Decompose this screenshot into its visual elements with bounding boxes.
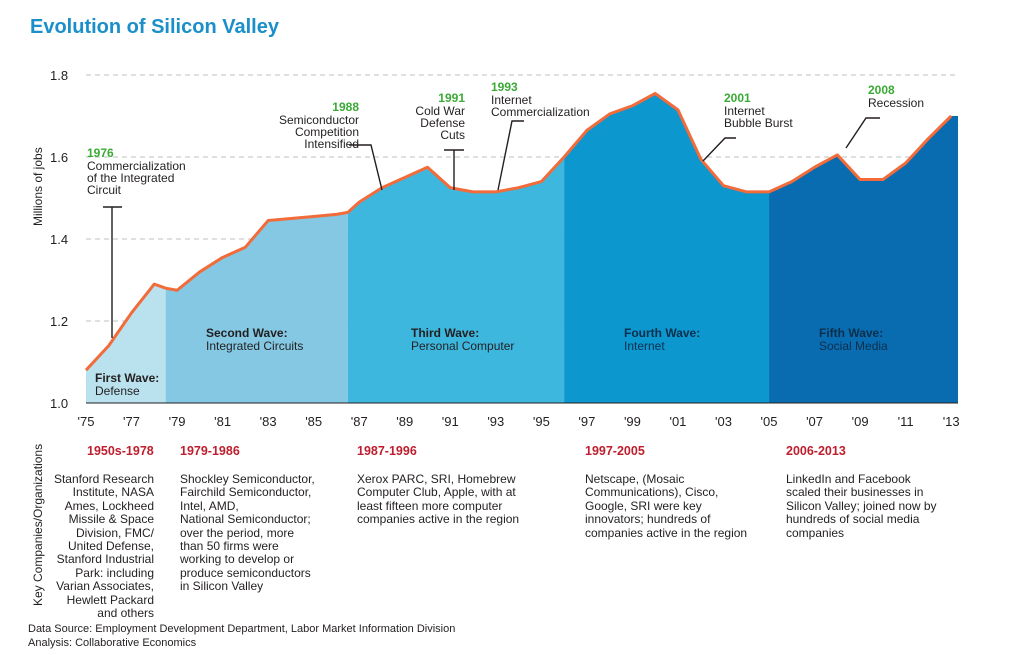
wave-1-label: First Wave: [95, 371, 159, 385]
x-tick-label: '91 [442, 414, 459, 429]
annotation-1988-leader [349, 144, 383, 191]
annotation-1976-line-2: of the Integrated [87, 171, 174, 185]
annotation-2001-year: 2001 [724, 91, 751, 105]
annotation-1988-line-2: Competition [295, 125, 359, 139]
wave-area-1 [86, 284, 166, 403]
annotation-1976-year: 1976 [87, 146, 114, 160]
era-companies-2: Shockley Semiconductor, Fairchild Semico… [180, 472, 315, 594]
x-tick-label: '99 [624, 414, 641, 429]
annotation-2008-leader [845, 117, 880, 149]
wave-area-5 [769, 116, 958, 403]
annotation-1976-line-3: Circuit [87, 183, 122, 197]
era-period-4: 1997-2005 [585, 444, 645, 458]
wave-4-subtitle: Internet [624, 339, 665, 353]
annotation-1991-leader [444, 149, 464, 190]
wave-5-label: Fifth Wave: [819, 326, 883, 340]
wave-2-subtitle: Integrated Circuits [206, 339, 303, 353]
wave-area-4 [564, 93, 770, 403]
wave-area-3 [347, 157, 565, 403]
annotation-2008-line-1: Recession [868, 96, 924, 110]
y-tick-label: 1.6 [50, 150, 68, 165]
x-tick-label: '95 [533, 414, 550, 429]
wave-area-2 [165, 212, 348, 403]
data-source-note: Data Source: Employment Development Depa… [28, 623, 456, 635]
x-tick-label: '05 [761, 414, 778, 429]
x-tick-label: '09 [852, 414, 869, 429]
x-tick-label: '81 [214, 414, 231, 429]
annotation-2001-line-2: Bubble Burst [724, 116, 793, 130]
annotation-1991-line-2: Defense [420, 116, 465, 130]
y-tick-label: 1.2 [50, 314, 68, 329]
x-tick-label: '79 [169, 414, 186, 429]
era-period-5: 2006-2013 [786, 444, 846, 458]
y-axis-label: Millions of jobs [31, 147, 45, 226]
annotation-1976-line-1: Commercialization [87, 159, 186, 173]
x-tick-label: '85 [305, 414, 322, 429]
x-tick-label: '93 [487, 414, 504, 429]
wave-3-label: Third Wave: [411, 326, 479, 340]
era-companies-5: LinkedIn and Facebook scaled their busin… [786, 472, 937, 540]
annotation-1991-line-3: Cuts [440, 128, 465, 142]
y-tick-label: 1.4 [50, 232, 68, 247]
x-tick-label: '07 [806, 414, 823, 429]
jobs-line [84, 91, 953, 372]
era-companies-4: Netscape, (Mosaic Communications), Cisco… [585, 472, 748, 540]
x-tick-label: '11 [898, 414, 914, 429]
annotation-1993-leader [497, 120, 524, 191]
era-period-3: 1987-1996 [357, 444, 417, 458]
x-tick-label: '01 [669, 414, 686, 429]
chart-title: Evolution of Silicon Valley [30, 16, 279, 38]
annotation-1991-year: 1991 [438, 91, 465, 105]
wave-3-subtitle: Personal Computer [411, 339, 514, 353]
wave-2-label: Second Wave: [206, 326, 288, 340]
annotation-1993-year: 1993 [491, 80, 518, 94]
x-tick-label: '77 [123, 414, 140, 429]
era-companies-3: Xerox PARC, SRI, Homebrew Computer Club,… [357, 472, 520, 527]
annotation-1988-year: 1988 [332, 100, 359, 114]
annotation-1993-line-2: Commercialization [491, 105, 590, 119]
era-period-1: 1950s-1978 [87, 444, 154, 458]
wave-4-label: Fourth Wave: [624, 326, 700, 340]
annotation-1988-line-1: Semiconductor [279, 113, 359, 127]
x-tick-label: '03 [715, 414, 732, 429]
y-tick-label: 1.8 [50, 68, 68, 83]
annotation-1991-line-1: Cold War [415, 104, 465, 118]
x-tick-label: '89 [396, 414, 413, 429]
era-companies-1: Stanford Research Institute, NASA Ames, … [53, 472, 154, 621]
x-tick-label: '13 [943, 414, 960, 429]
era-period-2: 1979-1986 [180, 444, 240, 458]
annotation-2008-year: 2008 [868, 83, 895, 97]
analysis-note: Analysis: Collaborative Economics [28, 637, 197, 649]
x-tick-label: '75 [78, 414, 95, 429]
wave-5-subtitle: Social Media [819, 339, 888, 353]
annotation-2001-leader [702, 137, 736, 162]
annotation-1993-line-1: Internet [491, 93, 532, 107]
x-tick-label: '83 [260, 414, 277, 429]
wave-1-subtitle: Defense [95, 384, 140, 398]
annotation-1976-leader [103, 206, 122, 338]
x-tick-label: '97 [578, 414, 595, 429]
y-tick-label: 1.0 [50, 396, 68, 411]
annotation-2001-line-1: Internet [724, 104, 765, 118]
annotation-1988-line-3: Intensified [304, 137, 359, 151]
x-tick-label: '87 [351, 414, 368, 429]
